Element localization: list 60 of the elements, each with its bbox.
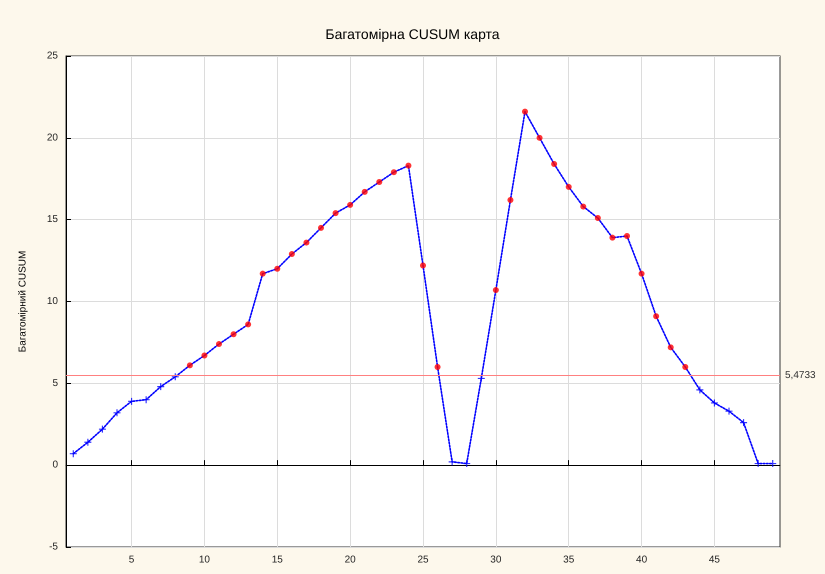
- point: [463, 460, 470, 468]
- point: [70, 450, 77, 458]
- point: [507, 197, 514, 204]
- x-tick-label: 45: [708, 554, 720, 566]
- point: [551, 161, 558, 168]
- point: [318, 224, 324, 231]
- point: [609, 234, 616, 241]
- point: [114, 409, 120, 416]
- chart-title: Багатомірна CUSUM карта: [325, 26, 500, 42]
- point: [682, 364, 688, 370]
- x-tick-label: 15: [272, 554, 284, 566]
- x-tick-label: 5: [128, 554, 135, 566]
- point: [230, 331, 237, 338]
- point: [624, 233, 630, 240]
- y-tick-label: 0: [52, 460, 58, 471]
- point: [638, 270, 645, 277]
- x-tick-label: 40: [636, 554, 648, 566]
- point: [434, 364, 441, 370]
- point: [216, 341, 222, 348]
- point: [405, 162, 412, 169]
- ref-line-label: 5,4733: [785, 370, 816, 382]
- point: [668, 344, 674, 350]
- point: [594, 215, 601, 222]
- point: [420, 262, 426, 268]
- point: [186, 362, 193, 368]
- point: [536, 134, 543, 141]
- x-tick-label: 20: [344, 554, 356, 566]
- point: [245, 321, 252, 328]
- x-tick-label: 25: [417, 554, 429, 566]
- point: [260, 270, 266, 277]
- point: [566, 184, 572, 190]
- y-tick-label: 5: [52, 378, 58, 389]
- y-axis-title: Багатомірний CUSUM: [18, 250, 28, 352]
- point: [522, 108, 528, 115]
- point: [303, 240, 310, 246]
- point: [201, 352, 208, 359]
- point: [347, 202, 354, 208]
- point: [84, 438, 92, 446]
- point: [142, 396, 150, 404]
- point: [362, 188, 368, 195]
- y-tick-label: 20: [46, 132, 58, 144]
- point: [376, 179, 382, 186]
- point: [288, 251, 295, 258]
- point: [653, 313, 660, 320]
- point: [769, 460, 776, 468]
- point: [172, 373, 179, 380]
- point: [478, 374, 485, 382]
- x-tick-label: 35: [563, 554, 575, 566]
- point: [580, 204, 586, 210]
- y-tick-label: 25: [46, 50, 58, 62]
- y-tick-label: 10: [46, 296, 58, 307]
- x-tick-label: 10: [198, 554, 210, 566]
- point: [492, 287, 499, 294]
- x-tick-label: 30: [490, 554, 502, 566]
- y-tick-label: 15: [46, 214, 58, 226]
- point: [274, 266, 280, 272]
- y-tick-label: -5: [49, 542, 58, 552]
- point: [332, 210, 339, 216]
- point: [390, 169, 397, 176]
- point: [157, 383, 164, 390]
